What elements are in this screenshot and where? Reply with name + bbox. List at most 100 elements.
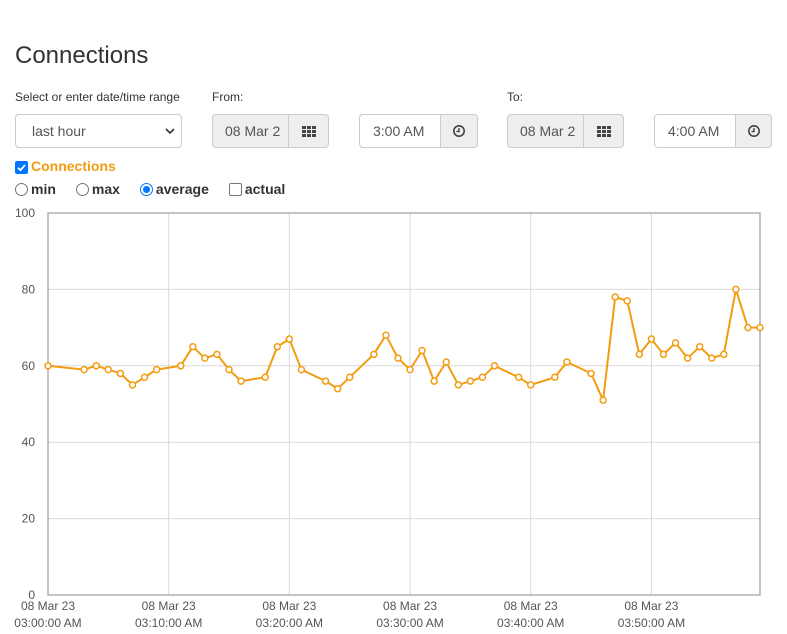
series-line [47, 288, 760, 402]
data-point [104, 365, 113, 374]
mode-average[interactable]: average [139, 181, 209, 197]
from-date-input[interactable]: 08 Mar 2 [212, 114, 288, 148]
data-point [647, 335, 656, 343]
y-tick-label: 0 [28, 588, 35, 602]
chevron-down-icon [165, 128, 175, 135]
to-label: To: [507, 90, 524, 104]
from-calendar-button[interactable] [288, 114, 329, 148]
mode-max-label: max [91, 181, 120, 197]
mode-min-radio[interactable] [15, 182, 28, 196]
from-time-input[interactable]: 3:00 AM [359, 114, 440, 148]
to-clock-button[interactable] [735, 114, 772, 148]
data-point [80, 365, 88, 374]
data-point [635, 350, 644, 359]
connections-series [44, 285, 764, 404]
range-select-value: last hour [32, 123, 86, 139]
data-point [333, 384, 342, 393]
from-clock-button[interactable] [440, 114, 478, 148]
data-point [514, 373, 523, 382]
data-point [707, 354, 716, 362]
calendar-grid-icon [301, 125, 316, 137]
data-point [92, 362, 101, 370]
data-point [44, 362, 52, 370]
y-axis-labels: 0 20 40 60 80 100 [15, 206, 35, 602]
connections-checkbox[interactable] [15, 161, 28, 174]
connections-checkbox-label: Connections [31, 158, 116, 174]
clock-icon [747, 125, 760, 137]
mode-actual-label: actual [244, 181, 286, 197]
data-point [176, 362, 185, 370]
x-tick-time: 03:40:00 AM [497, 616, 564, 630]
data-point [321, 377, 330, 385]
connections-toggle[interactable]: Connections [15, 158, 116, 174]
data-point [225, 365, 233, 374]
page-title: Connections [15, 42, 149, 69]
data-point [466, 377, 475, 385]
calendar-grid-icon [596, 125, 611, 137]
data-point [273, 342, 282, 351]
data-point [213, 350, 221, 359]
data-point [720, 350, 728, 359]
mode-max[interactable]: max [75, 181, 120, 197]
mode-actual-checkbox[interactable] [228, 182, 242, 196]
x-tick-date: 08 Mar 23 [262, 599, 316, 613]
y-tick-label: 40 [22, 435, 36, 449]
data-point [140, 373, 149, 382]
from-date-group: 08 Mar 2 [212, 114, 329, 148]
x-tick-time: 03:00:00 AM [14, 616, 81, 630]
x-tick-time: 03:30:00 AM [376, 616, 443, 630]
mode-options: min max average actual [15, 181, 297, 197]
data-point [659, 350, 668, 359]
data-point [418, 346, 426, 355]
range-label: Select or enter date/time range [15, 90, 180, 104]
x-tick-time: 03:50:00 AM [618, 616, 685, 630]
to-time-input[interactable]: 4:00 AM [654, 114, 735, 148]
x-tick-date: 08 Mar 23 [21, 599, 75, 613]
mode-min[interactable]: min [15, 181, 56, 197]
data-point [442, 358, 450, 366]
to-date-group: 08 Mar 2 [507, 114, 624, 148]
mode-max-radio[interactable] [75, 182, 89, 196]
data-point [526, 381, 535, 389]
x-tick-time: 03:10:00 AM [135, 616, 202, 630]
y-tick-label: 100 [15, 206, 35, 220]
data-point [744, 323, 752, 332]
data-point [587, 369, 595, 378]
chart-grid [47, 212, 761, 596]
range-select[interactable]: last hour [15, 114, 182, 148]
data-point [116, 369, 125, 378]
from-time-group: 3:00 AM [359, 114, 478, 148]
data-point [128, 381, 137, 389]
to-calendar-button[interactable] [583, 114, 624, 148]
data-point [394, 354, 402, 362]
data-point [478, 373, 487, 382]
plot-border [47, 212, 761, 596]
data-point [237, 377, 245, 385]
x-tick-date: 08 Mar 23 [142, 599, 196, 613]
check-icon [17, 164, 26, 172]
data-point [563, 358, 571, 366]
data-point [152, 365, 161, 374]
mode-min-label: min [31, 181, 56, 197]
data-point [623, 297, 632, 305]
data-point [671, 339, 680, 347]
data-point [297, 365, 306, 374]
mode-average-radio[interactable] [139, 182, 153, 196]
data-point [285, 335, 294, 343]
data-point [732, 285, 740, 294]
data-point [454, 381, 463, 389]
data-point [599, 396, 607, 404]
x-tick-date: 08 Mar 23 [383, 599, 437, 613]
data-point [611, 293, 619, 301]
to-time-group: 4:00 AM [654, 114, 772, 148]
data-point [551, 373, 559, 382]
x-tick-time: 03:20:00 AM [256, 616, 323, 630]
from-label: From: [212, 90, 244, 104]
to-date-input[interactable]: 08 Mar 2 [507, 114, 583, 148]
y-tick-label: 20 [22, 512, 36, 526]
mode-actual[interactable]: actual [228, 181, 286, 197]
data-point [382, 331, 390, 339]
data-point [695, 342, 704, 351]
x-tick-date: 08 Mar 23 [624, 599, 678, 613]
